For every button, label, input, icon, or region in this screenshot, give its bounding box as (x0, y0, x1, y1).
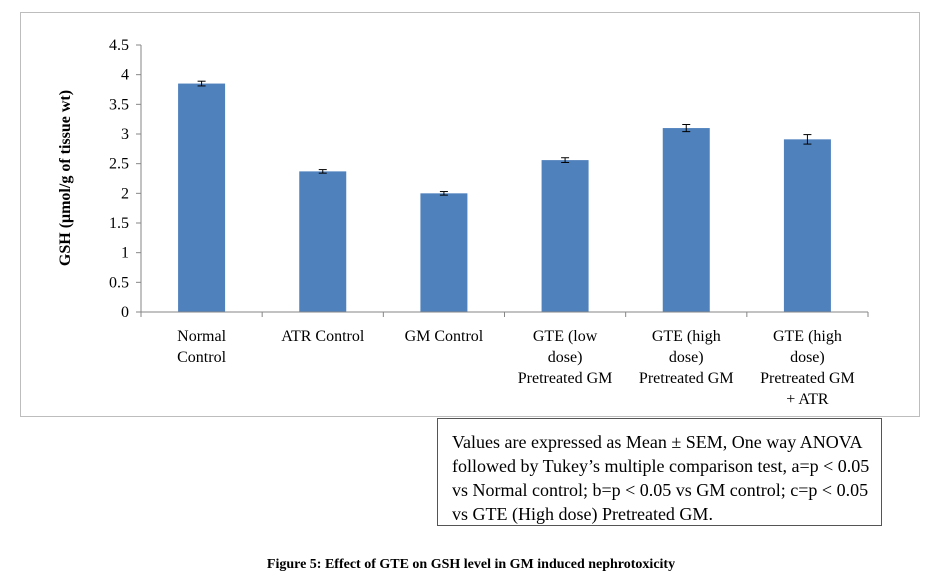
bar (178, 83, 226, 312)
x-tick-label: GTE (high dose) Pretreated GM (639, 328, 734, 387)
x-tick-label: Normal Control (177, 328, 226, 366)
y-tick-label: 3 (121, 126, 129, 143)
y-tick-label: 0.5 (109, 274, 129, 291)
bars (178, 80, 831, 312)
bar (299, 171, 347, 312)
y-tick-label: 2 (121, 185, 129, 202)
y-tick-label: 0 (121, 304, 129, 321)
y-tick-label: 2.5 (109, 156, 129, 173)
figure-caption: Figure 5: Effect of GTE on GSH level in … (266, 557, 676, 572)
x-tick-label: ATR Control (281, 328, 365, 345)
statistics-note: Values are expressed as Mean ± SEM, One … (452, 432, 870, 524)
bar-chart: 0 0.5 1 1.5 2 2.5 3 3.5 4 4.5 Normal Control ATR Co… (57, 37, 869, 408)
y-tick-label: 3.5 (109, 96, 129, 113)
y-axis-label: GSH (μmol/g of tissue wt) (57, 90, 74, 266)
y-tick-label: 4 (121, 67, 129, 84)
bar (541, 160, 589, 312)
x-tick-label: GM Control (405, 328, 484, 345)
y-tick-label: 1 (121, 245, 129, 262)
note-box (437, 418, 882, 526)
chart-frame (20, 12, 920, 417)
x-tick-label: GTE (low dose) Pretreated GM (518, 328, 613, 387)
x-axis: Normal Control ATR Control GM Control GTE (l… (140, 311, 869, 408)
y-tick-label: 1.5 (109, 215, 129, 232)
bar (783, 139, 831, 312)
y-axis: 0 0.5 1 1.5 2 2.5 3 3.5 4 4.5 (109, 37, 142, 321)
x-tick-label: GTE (high dose) Pretreated GM + ATR (760, 328, 855, 408)
bar (662, 128, 710, 312)
y-tick-label: 4.5 (109, 37, 129, 54)
bar (420, 193, 468, 312)
